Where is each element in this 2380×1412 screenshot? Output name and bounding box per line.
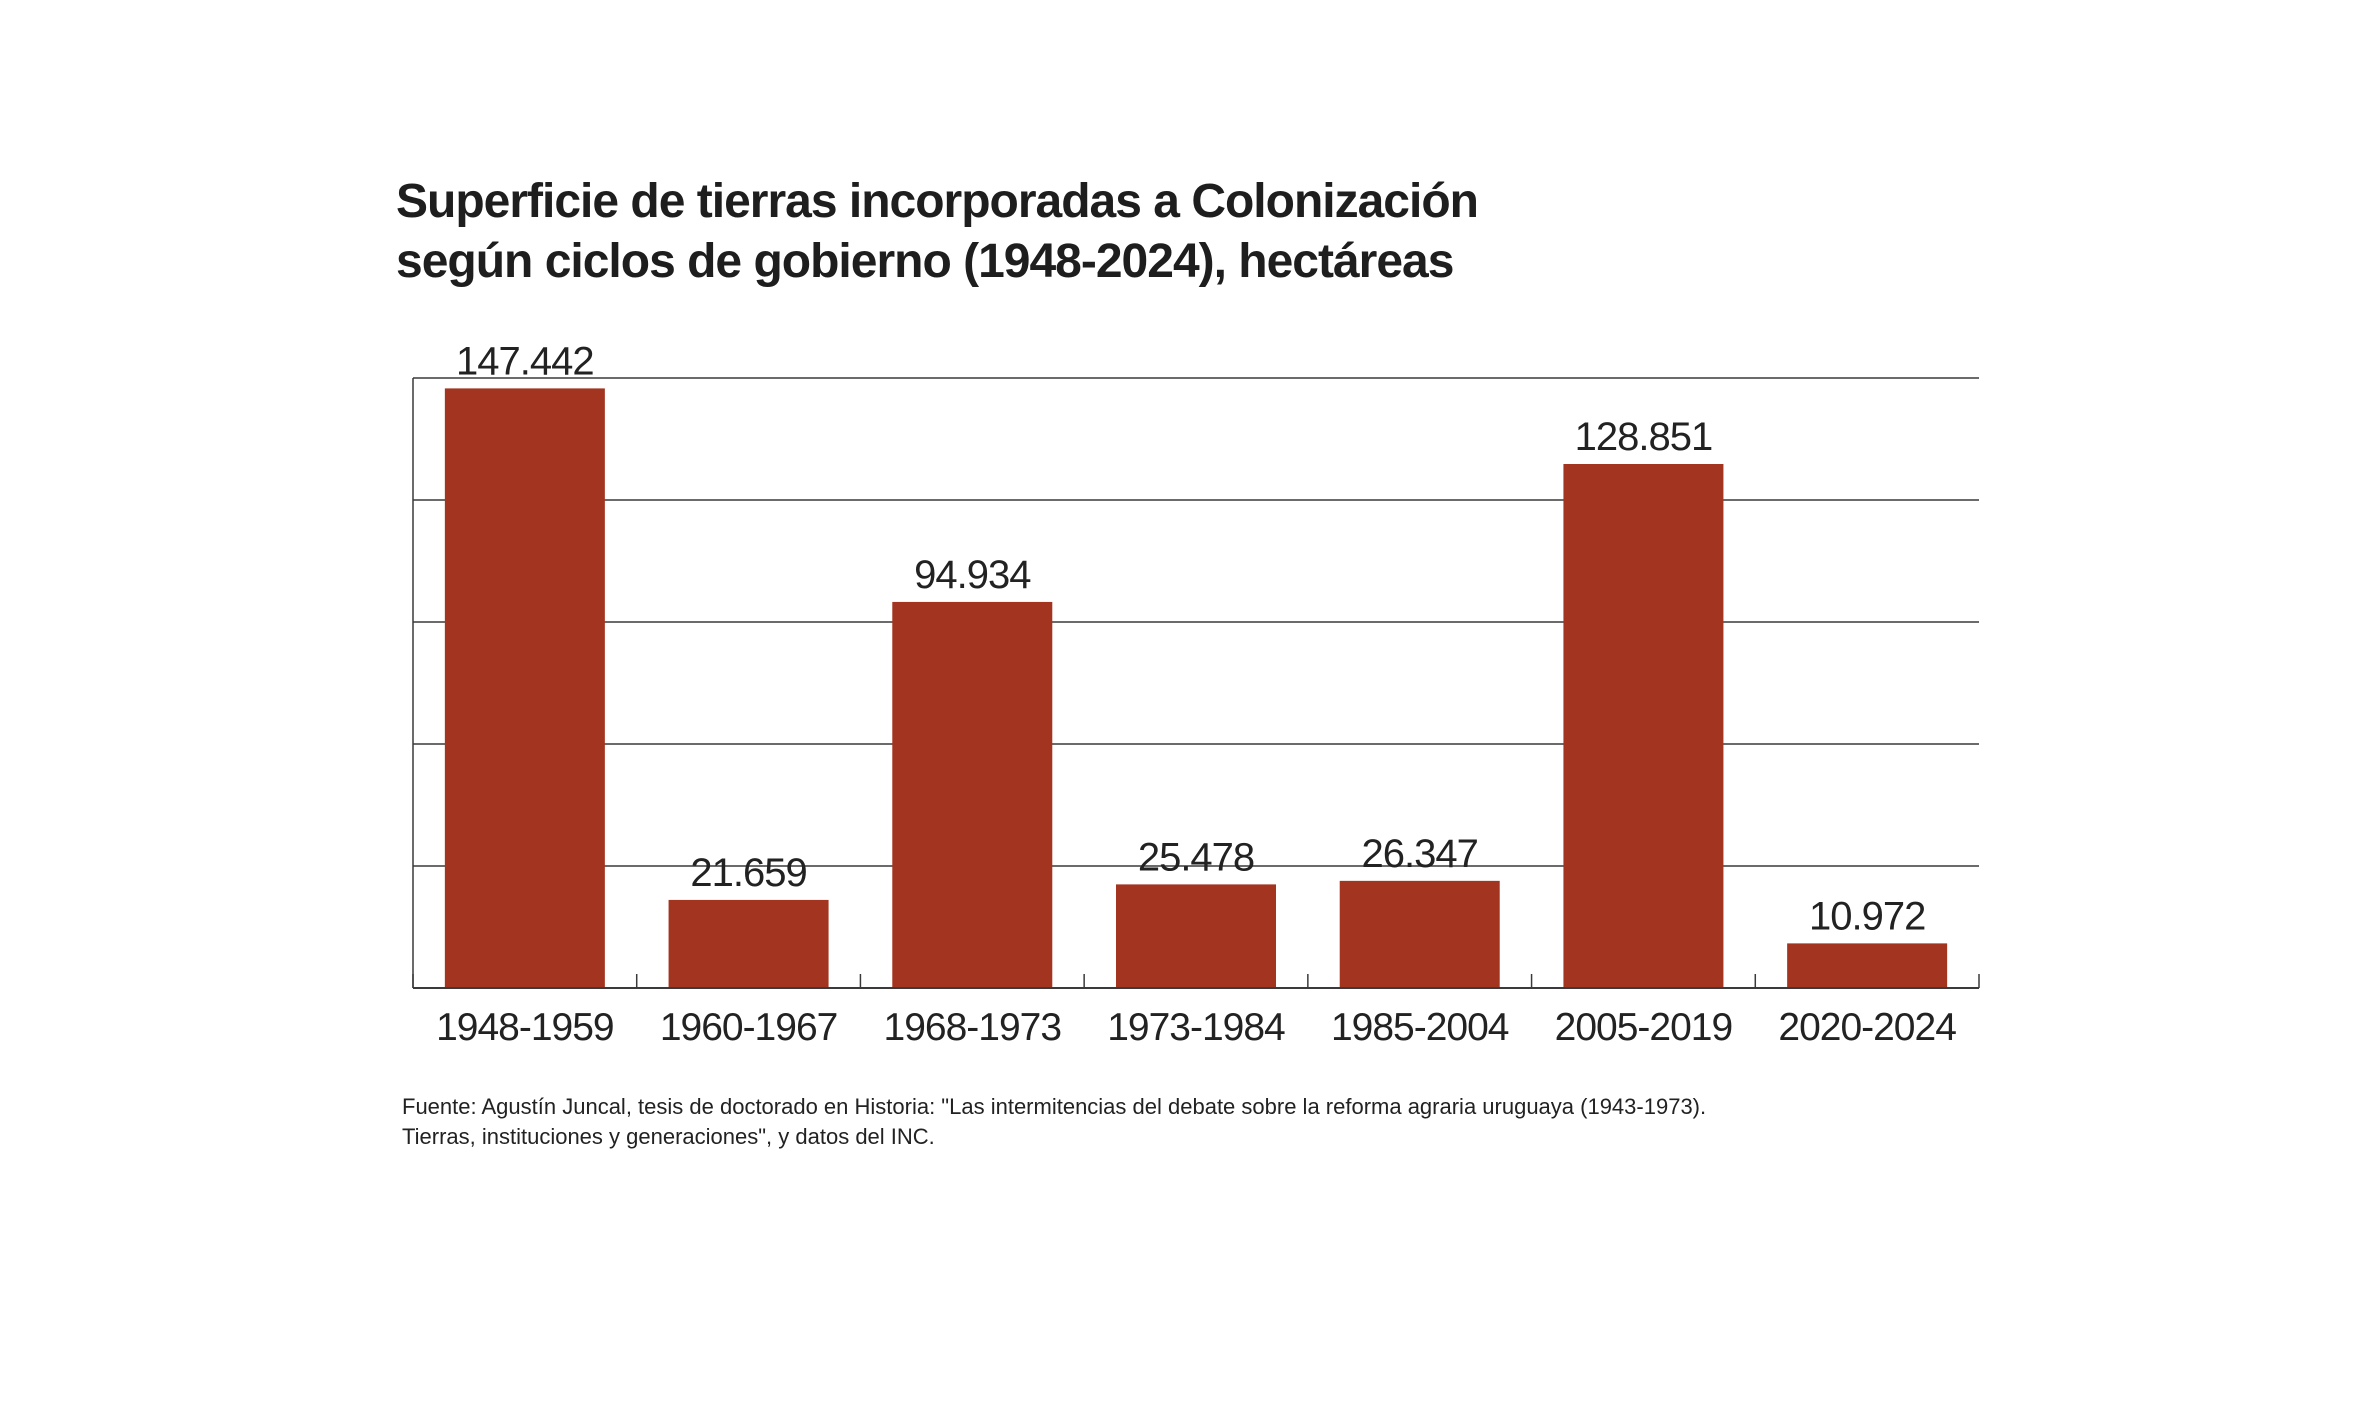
value-label: 21.659 — [690, 851, 806, 895]
x-tick-label: 1968-1973 — [884, 1006, 1062, 1049]
chart-title-line-1: Superficie de tierras incorporadas a Col… — [396, 175, 1479, 228]
bar-2020-2024 — [1787, 943, 1948, 988]
source-note: Fuente: Agustín Juncal, tesis de doctora… — [402, 1092, 1902, 1152]
x-tick-label: 1985-2004 — [1331, 1006, 1509, 1049]
x-tick-label: 1960-1967 — [660, 1006, 838, 1049]
value-label: 25.478 — [1138, 835, 1254, 879]
x-tick-label: 1973-1984 — [1107, 1006, 1285, 1049]
bars — [444, 388, 1948, 988]
axes — [412, 378, 1980, 989]
x-tick-label: 1948-1959 — [436, 1006, 614, 1049]
gridlines — [413, 377, 1979, 867]
value-label: 10.972 — [1809, 894, 1925, 938]
value-label: 128.851 — [1575, 415, 1713, 459]
bar-1973-1984 — [1116, 884, 1276, 988]
bar-1968-1973 — [892, 601, 1053, 988]
x-tick-label: 2020-2024 — [1778, 1006, 1956, 1049]
value-label: 26.347 — [1362, 832, 1478, 876]
chart-title-line-2: según ciclos de gobierno (1948-2024), he… — [396, 235, 1454, 288]
value-label: 94.934 — [914, 553, 1031, 597]
bar-1948-1959 — [444, 388, 605, 988]
labels: 147.442 21.659 94.934 25.478 26.347 128.851 10… — [436, 339, 1957, 1049]
bar-1960-1967 — [668, 899, 829, 988]
value-label: 147.442 — [456, 339, 594, 383]
chart-title: Superficie de tierras incorporadas a Col… — [396, 172, 1796, 292]
x-tick-label: 2005-2019 — [1555, 1006, 1733, 1049]
bar-2005-2019 — [1563, 464, 1724, 988]
source-note-line-1: Fuente: Agustín Juncal, tesis de doctora… — [402, 1094, 1707, 1119]
source-note-line-2: Tierras, instituciones y generaciones", … — [402, 1124, 935, 1149]
bar-1985-2004 — [1339, 880, 1500, 988]
